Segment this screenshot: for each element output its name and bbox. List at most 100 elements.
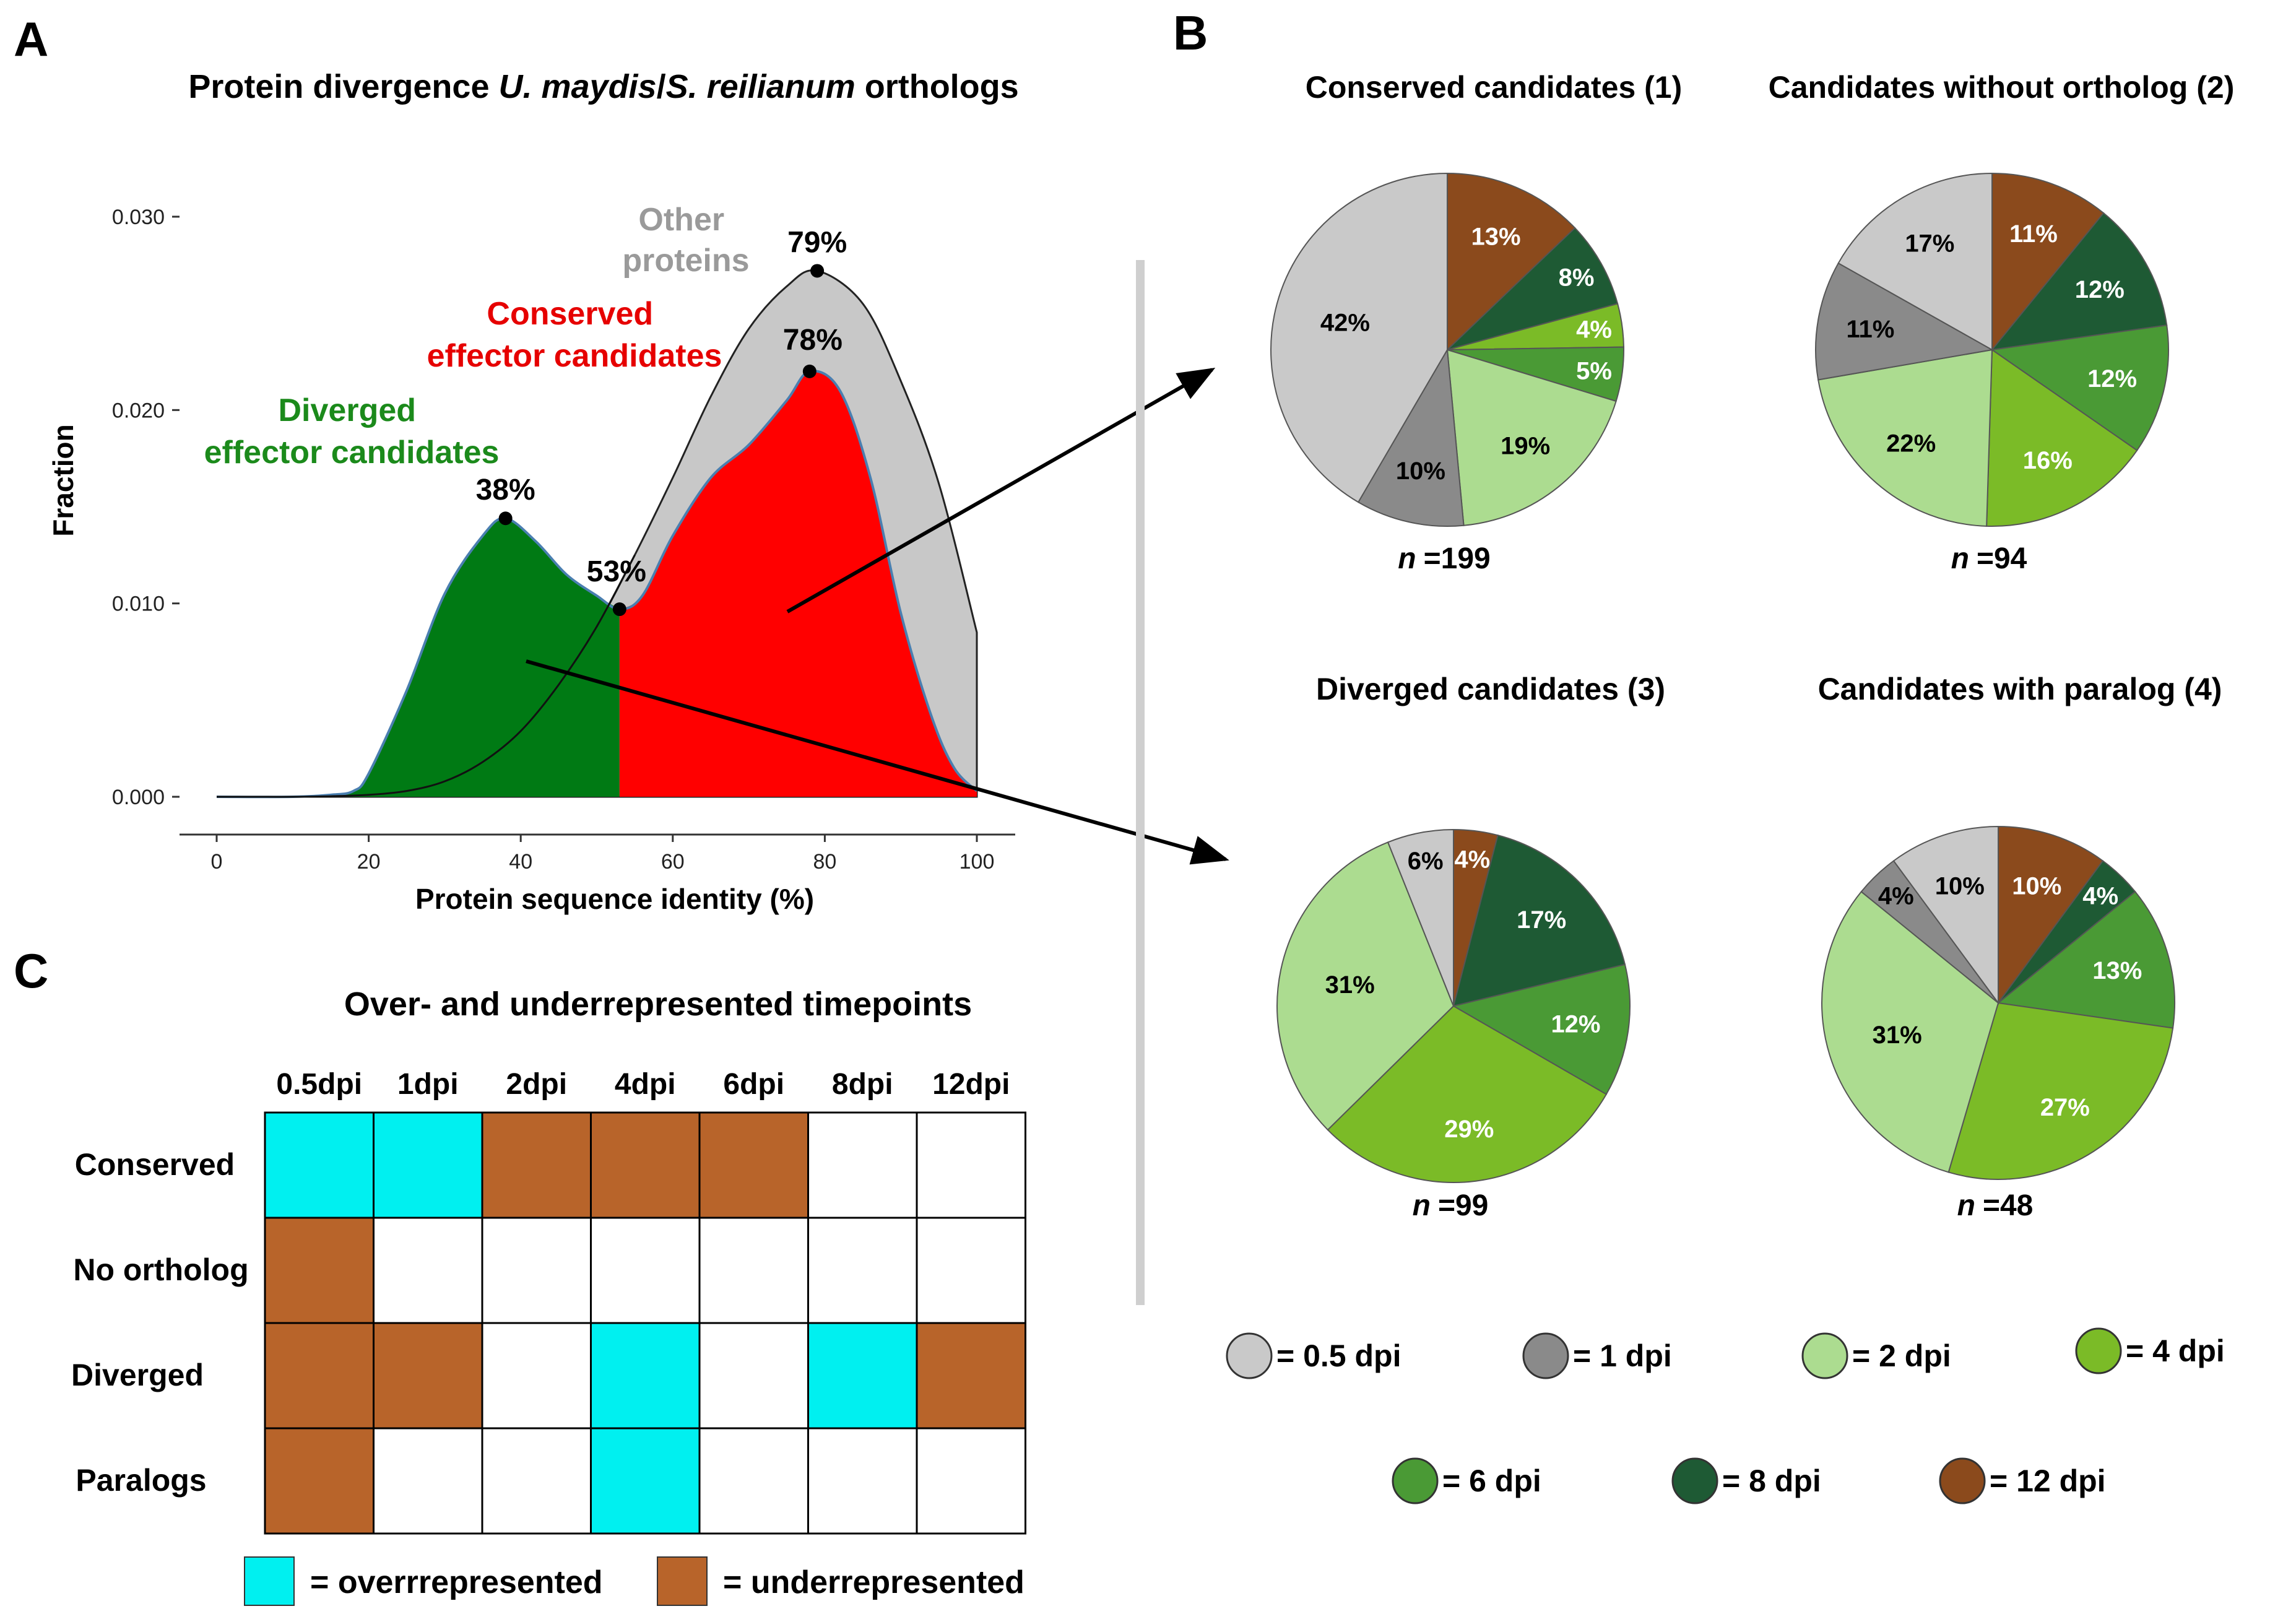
legend-label: = 6 dpi	[1442, 1464, 1541, 1498]
peak-dot	[498, 511, 513, 526]
pie-slice-label: 4%	[1878, 883, 1914, 910]
table-cell	[916, 1322, 1026, 1430]
pie-slice-label: 11%	[1846, 316, 1894, 343]
pie-slice-label: 4%	[2082, 883, 2118, 910]
other-density-lower-line	[217, 554, 636, 798]
pie-slice-label: 12%	[2087, 365, 2137, 393]
pie-slice-label: 10%	[1396, 458, 1445, 485]
other-proteins-label: Other proteins	[622, 202, 749, 279]
density-chart-title: Protein divergence U. maydis/S. reilianu…	[188, 68, 1018, 105]
table-cell	[590, 1111, 701, 1219]
table-cell	[264, 1322, 375, 1430]
x-tick-label: 0	[211, 850, 223, 874]
table-legend-item: = underrepresented	[657, 1556, 1025, 1606]
table-cell	[590, 1322, 701, 1430]
pie-slice	[1892, 825, 1999, 1005]
pie-slice	[1996, 890, 2175, 1029]
y-tick-label: 0.010	[112, 592, 165, 616]
dpi-legend-item: = 4 dpi	[2075, 1327, 2225, 1374]
table-cell	[807, 1217, 918, 1324]
pie-slice-label: 8%	[1559, 264, 1595, 291]
pie-slice-label: 13%	[1471, 223, 1520, 251]
legend-swatch	[1801, 1332, 1848, 1379]
column-header: 0.5dpi	[276, 1068, 362, 1101]
dpi-legend-item: = 2 dpi	[1801, 1332, 1951, 1379]
pie-chart-1: Conserved candidates (1) 13% 8% 4% 5% 19% 10% 4…	[1270, 70, 1682, 575]
row-label: Diverged	[71, 1358, 204, 1392]
column-header: 2dpi	[506, 1068, 567, 1101]
timepoint-table-title: Over- and underrepresented timepoints	[344, 986, 972, 1023]
peak-label: 79%	[787, 226, 847, 259]
pie-n-count: n =99	[1413, 1189, 1489, 1222]
dpi-legend-item: = 0.5 dpi	[1226, 1332, 1401, 1379]
pie-slice-label: 5%	[1576, 357, 1612, 384]
row-label: No ortholog	[73, 1252, 248, 1287]
table-cell	[481, 1322, 592, 1430]
density-x-label: Protein sequence identity (%)	[415, 883, 814, 915]
peak-dot	[802, 364, 817, 378]
pie-n-count: n =48	[1957, 1189, 2034, 1222]
legend-label: = overrrepresented	[310, 1564, 603, 1600]
diverged-effector-label: Diverged effector candidates	[204, 393, 500, 471]
column-header: 12dpi	[932, 1068, 1010, 1101]
legend-swatch	[2075, 1327, 2122, 1374]
pie-slice	[1387, 828, 1454, 1007]
table-cell	[698, 1111, 809, 1219]
pie-slice-label: 42%	[1320, 309, 1370, 336]
legend-label: = 1 dpi	[1573, 1338, 1672, 1373]
table-cell	[264, 1217, 375, 1324]
legend-label: = 2 dpi	[1852, 1338, 1951, 1373]
panel-label-a: A	[14, 12, 48, 66]
pie-slice	[1990, 212, 2168, 351]
table-cell	[264, 1427, 375, 1535]
legend-label: = 12 dpi	[1990, 1464, 2106, 1498]
diverged-area	[217, 518, 620, 797]
table-cell	[916, 1111, 1026, 1219]
table-cell	[698, 1322, 809, 1430]
column-header: 4dpi	[615, 1068, 676, 1101]
pie-slice-label: 27%	[2040, 1094, 2090, 1121]
table-cell	[373, 1111, 483, 1219]
pie-slice-label: 4%	[1454, 846, 1490, 874]
pie-chart-2: Candidates without ortholog (2) 11% 12% 12%…	[1769, 70, 2235, 575]
peak-dot	[612, 602, 626, 617]
pie-slice	[1821, 890, 1999, 1173]
density-axes: 0 20 40 60 80 100 0.000 0.010 0.020 0.030	[112, 206, 1015, 874]
pie-slice	[1447, 227, 1619, 350]
panel-label-b: B	[1173, 6, 1208, 60]
pie-slice-label: 17%	[1517, 906, 1566, 934]
pie-chart-4: Candidates with paralog (4) 10% 4% 13% 27% 31…	[1818, 672, 2222, 1222]
peak-markers: 38% 53% 78% 79%	[476, 226, 847, 617]
dpi-legend-item: = 1 dpi	[1522, 1332, 1672, 1379]
table-cell	[264, 1111, 375, 1219]
pie-slice-label: 16%	[2023, 447, 2073, 474]
table-cell	[916, 1427, 1026, 1535]
conserved-area	[619, 371, 977, 797]
legend-swatch	[244, 1556, 295, 1606]
pie-title: Candidates without ortholog (2)	[1769, 70, 2235, 105]
table-cell	[373, 1322, 483, 1430]
legend-swatch	[657, 1556, 708, 1606]
legend-swatch	[1522, 1332, 1569, 1379]
pie-slice-label: 29%	[1444, 1116, 1494, 1143]
column-header: 8dpi	[832, 1068, 893, 1101]
pie-slice	[1446, 349, 1617, 526]
legend-label: = underrepresented	[723, 1564, 1025, 1600]
pie-slice-label: 13%	[2092, 957, 2142, 984]
table-cell	[807, 1427, 918, 1535]
y-tick-label: 0.020	[112, 399, 165, 422]
legend-label: = 0.5 dpi	[1276, 1338, 1401, 1373]
table-cell	[807, 1322, 918, 1430]
timepoint-grid: 0.5dpi 1dpi 2dpi 4dpi 6dpi 8dpi 12dpi Conserved…	[71, 1068, 1026, 1535]
dpi-legend-item: = 8 dpi	[1671, 1457, 1821, 1504]
pie-slice	[1990, 324, 2169, 451]
pie-slice	[1815, 262, 1994, 381]
peak-label: 78%	[783, 324, 843, 357]
pie-slice-label: 22%	[1886, 430, 1936, 458]
x-tick-label: 100	[960, 850, 995, 874]
pie-slice	[1947, 1002, 2174, 1180]
table-cell	[481, 1427, 592, 1535]
pie-slice	[1837, 172, 1993, 351]
peak-label: 53%	[587, 555, 646, 588]
pie-slice-label: 17%	[1905, 230, 1954, 258]
